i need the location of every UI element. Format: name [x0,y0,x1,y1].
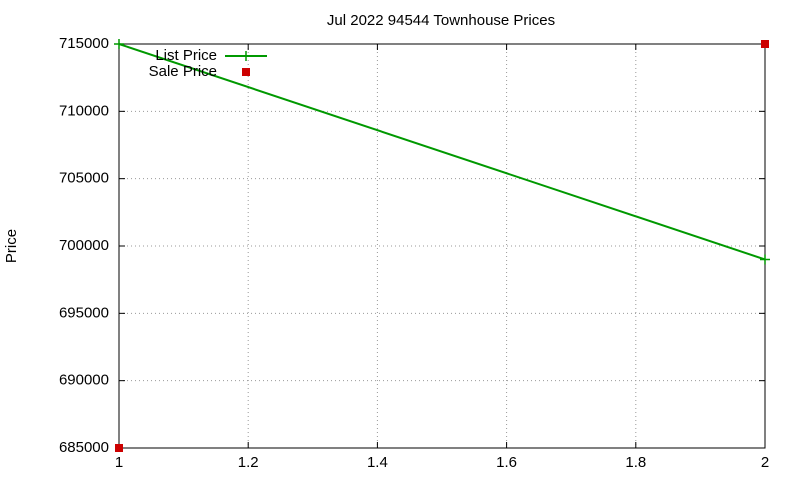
y-tick-label: 700000 [59,237,109,254]
data-point [760,254,770,265]
y-tick-label: 685000 [59,439,109,456]
y-tick-label: 715000 [59,35,109,52]
x-tick-label: 1.2 [238,454,259,471]
y-tick-label: 705000 [59,170,109,187]
data-point [114,39,124,49]
x-tick-label: 1.6 [496,454,517,471]
legend-marker [242,68,250,76]
x-tick-label: 1.4 [367,454,388,471]
y-tick-label: 695000 [59,304,109,321]
y-tick-label: 690000 [59,372,109,389]
legend-label: List Price [155,47,217,64]
plot-border [118,43,766,449]
y-tick-label: 710000 [59,102,109,119]
x-tick-label: 1 [115,454,123,471]
x-tick-label: 2 [761,454,769,471]
legend-label: Sale Price [149,63,217,80]
y-axis-label: Price [3,229,20,263]
series-line [118,43,766,261]
data-point [761,40,769,48]
legend-marker [241,51,251,61]
chart-title: Jul 2022 94544 Townhouse Prices [327,12,555,29]
x-tick-label: 1.8 [625,454,646,471]
data-point [115,444,123,452]
